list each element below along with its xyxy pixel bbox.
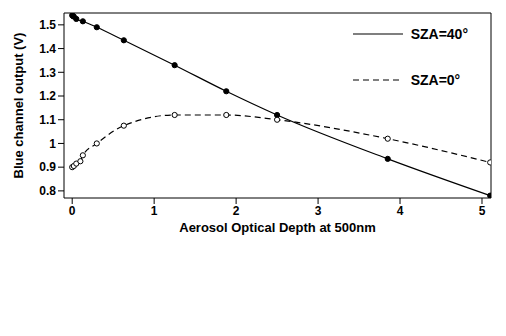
svg-text:0.8: 0.8 bbox=[39, 184, 56, 198]
svg-text:1: 1 bbox=[151, 204, 158, 218]
svg-text:2: 2 bbox=[233, 204, 240, 218]
svg-text:1.3: 1.3 bbox=[39, 66, 56, 80]
svg-text:Aerosol Optical Depth at 500nm: Aerosol Optical Depth at 500nm bbox=[179, 220, 376, 235]
html-text:SZA=0°: SZA=0° bbox=[410, 72, 461, 88]
svg-text:5: 5 bbox=[479, 204, 486, 218]
html-text:SZA=40°: SZA=40° bbox=[410, 26, 468, 42]
svg-text:1.2: 1.2 bbox=[39, 89, 56, 103]
svg-text:4: 4 bbox=[397, 204, 404, 218]
svg-text:1: 1 bbox=[49, 137, 56, 151]
svg-text:Blue channel output (V): Blue channel output (V) bbox=[11, 33, 26, 179]
svg-text:3: 3 bbox=[315, 204, 322, 218]
svg-text:0.9: 0.9 bbox=[39, 160, 56, 174]
svg-text:1.4: 1.4 bbox=[39, 42, 56, 56]
svg-text:0: 0 bbox=[69, 204, 76, 218]
svg-text:1.5: 1.5 bbox=[39, 18, 56, 32]
svg-text:1.1: 1.1 bbox=[39, 113, 56, 127]
